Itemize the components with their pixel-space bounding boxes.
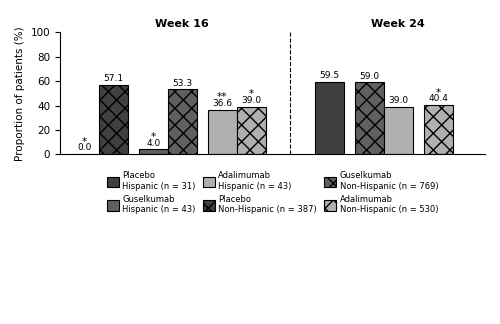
Text: 39.0: 39.0 <box>388 96 408 105</box>
Text: 0.0: 0.0 <box>77 144 92 152</box>
Text: 40.4: 40.4 <box>428 94 448 103</box>
Text: **: ** <box>217 92 228 102</box>
Text: *: * <box>436 88 441 98</box>
Bar <box>168 89 197 154</box>
Bar <box>139 149 168 154</box>
Text: 59.0: 59.0 <box>359 72 380 81</box>
Bar <box>99 85 128 154</box>
Text: *: * <box>248 89 254 99</box>
Text: 4.0: 4.0 <box>146 139 160 147</box>
Text: Week 16: Week 16 <box>156 19 209 29</box>
Text: 59.5: 59.5 <box>319 71 340 80</box>
Text: *: * <box>151 132 156 142</box>
Bar <box>314 82 344 154</box>
Text: 57.1: 57.1 <box>104 74 124 83</box>
Text: Week 24: Week 24 <box>372 19 425 29</box>
Bar <box>355 82 384 154</box>
Bar <box>237 107 266 154</box>
Text: *: * <box>82 137 87 147</box>
Text: 53.3: 53.3 <box>172 78 193 87</box>
Text: 39.0: 39.0 <box>241 96 262 105</box>
Bar <box>424 105 452 154</box>
Legend: Placebo
Hispanic (n = 31), Guselkumab
Hispanic (n = 43), Adalimumab
Hispanic (n : Placebo Hispanic (n = 31), Guselkumab Hi… <box>104 168 442 218</box>
Y-axis label: Proportion of patients (%): Proportion of patients (%) <box>15 26 25 161</box>
Bar <box>208 110 237 154</box>
Text: 36.6: 36.6 <box>212 99 233 108</box>
Bar <box>384 107 412 154</box>
